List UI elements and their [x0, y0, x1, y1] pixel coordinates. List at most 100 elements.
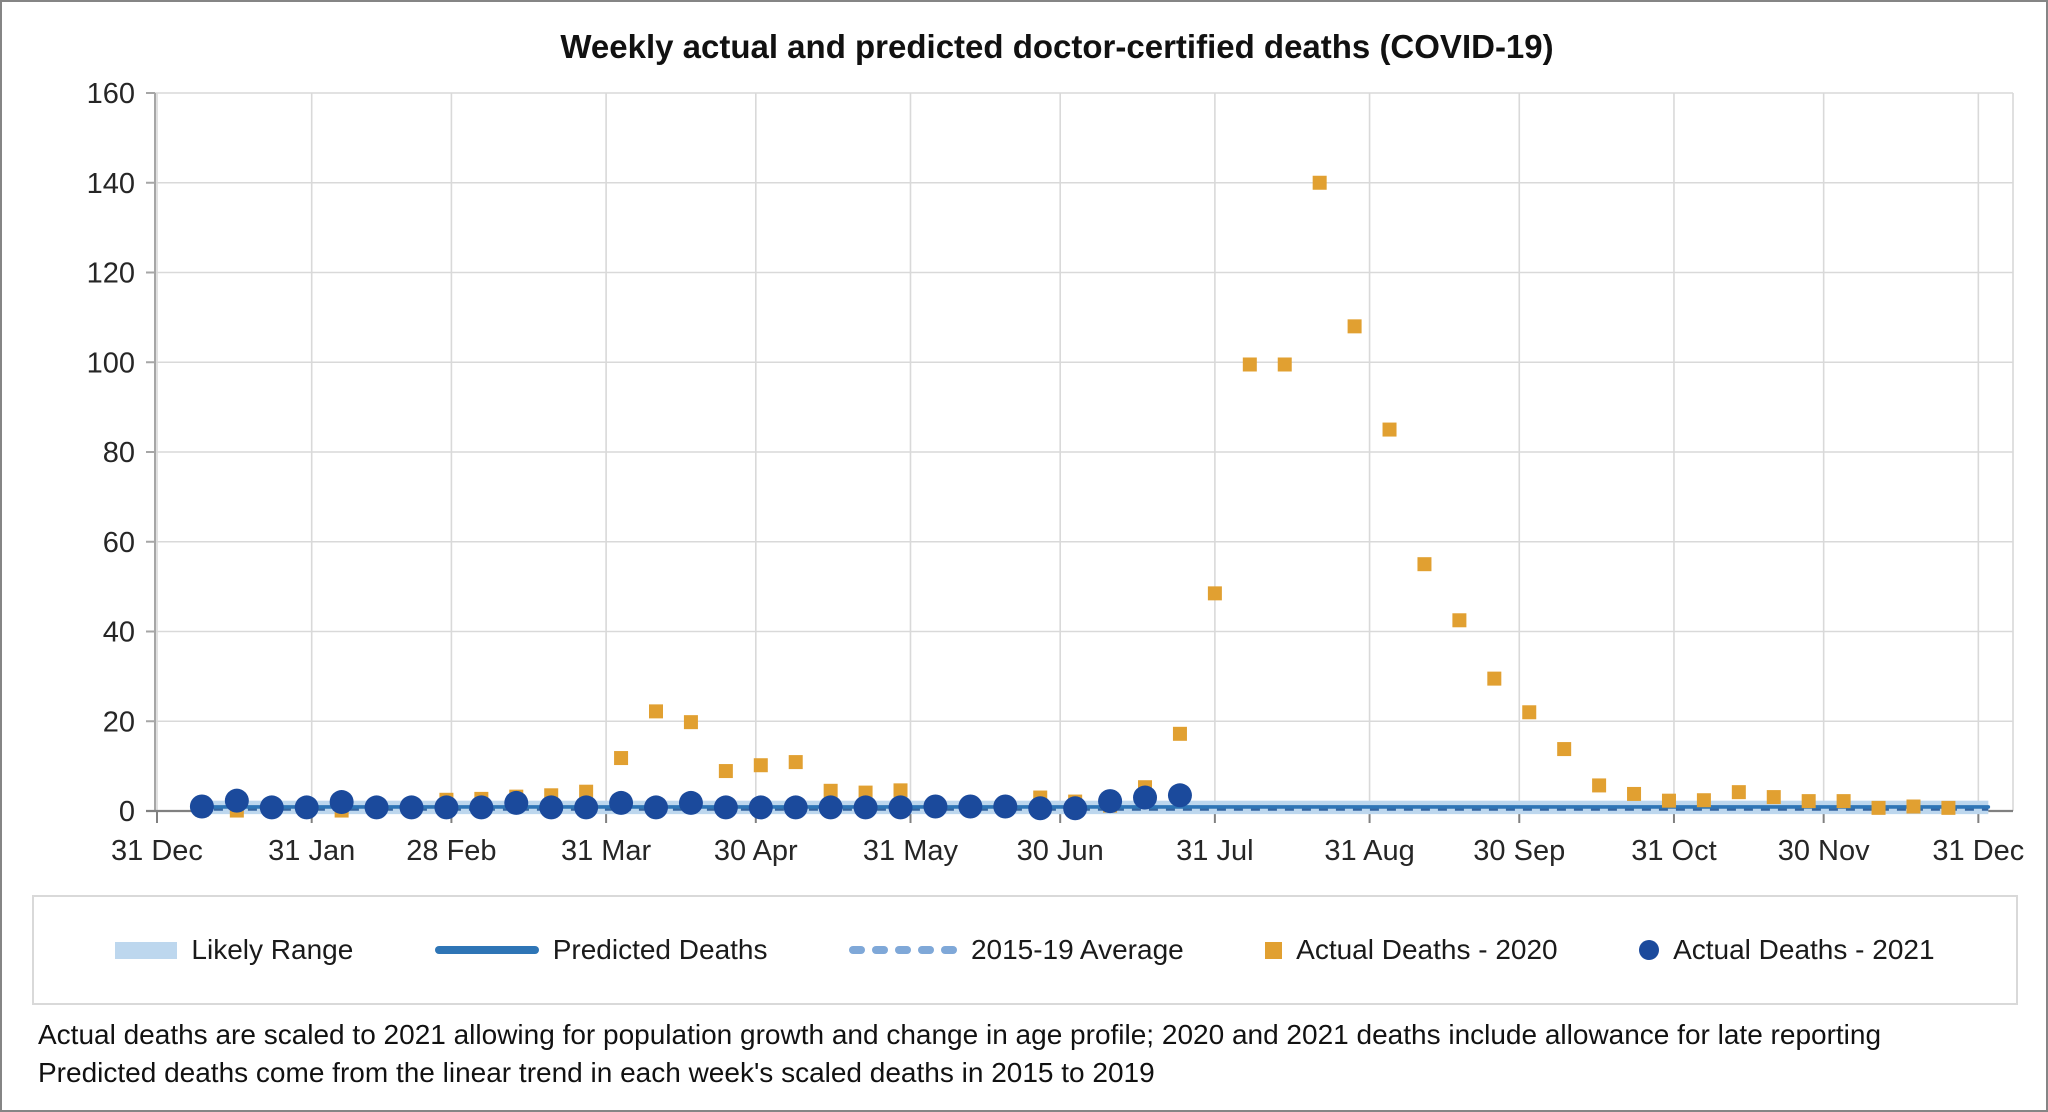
data-point-2020 — [1452, 613, 1467, 628]
x-tick-label: 30 Sep — [1473, 835, 1565, 867]
data-point-2020 — [1172, 726, 1187, 741]
data-point-2020 — [614, 751, 629, 766]
deaths-2021-circle-icon — [1639, 940, 1660, 960]
chart-legend: Likely Range Predicted Deaths 2015-19 Av… — [32, 895, 2018, 1005]
data-point-2020 — [1941, 800, 1956, 815]
legend-item-predicted-deaths: Predicted Deaths — [434, 934, 768, 966]
footnote-line-2: Predicted deaths come from the linear tr… — [38, 1056, 1155, 1088]
y-tick-label: 120 — [87, 258, 135, 290]
x-tick-label: 31 May — [863, 835, 959, 867]
data-point-2021 — [1063, 796, 1088, 821]
y-tick-label: 60 — [103, 527, 135, 559]
data-point-2021 — [504, 790, 529, 815]
data-point-2020 — [1836, 794, 1851, 809]
legend-item-actual-2021: Actual Deaths - 2021 — [1639, 934, 1935, 966]
data-point-2020 — [1417, 557, 1432, 572]
data-point-2020 — [718, 764, 733, 779]
data-point-2020 — [1522, 705, 1537, 720]
chart-plot-area: 0 20 40 60 80 100 120 140 160 31 Dec 31 Jan 28 Feb 3… — [2, 2, 2046, 882]
legend-label: Predicted Deaths — [552, 934, 768, 965]
data-point-2021 — [958, 794, 983, 819]
data-point-2021 — [434, 795, 459, 820]
data-point-2021 — [678, 790, 703, 815]
y-axis-labels: 0 20 40 60 80 100 120 140 160 — [87, 78, 135, 828]
x-tick-label: 31 Jan — [268, 835, 355, 867]
x-tick-label: 30 Nov — [1778, 835, 1870, 867]
chart-footnotes: Actual deaths are scaled to 2021 allowin… — [38, 1016, 2018, 1092]
x-tick-label: 31 Oct — [1631, 835, 1716, 867]
data-point-2021 — [1098, 789, 1123, 814]
actual-deaths-2021-points — [189, 783, 1192, 821]
data-point-2020 — [1277, 357, 1292, 372]
data-point-2020 — [1801, 794, 1816, 809]
data-point-2021 — [923, 794, 948, 819]
data-point-2020 — [1661, 793, 1676, 808]
data-point-2020 — [1731, 785, 1746, 800]
x-tick-label: 30 Apr — [714, 835, 798, 867]
y-tick-label: 140 — [87, 168, 135, 200]
predicted-line-icon — [434, 946, 539, 954]
data-point-2020 — [1766, 790, 1781, 805]
data-point-2021 — [713, 795, 738, 820]
average-dashed-line-icon — [848, 946, 957, 954]
x-tick-label: 31 Dec — [111, 835, 203, 867]
data-point-2020 — [1627, 786, 1642, 801]
x-tick-label: 31 Mar — [561, 835, 652, 867]
data-point-2020 — [1696, 793, 1711, 808]
data-point-2021 — [364, 795, 389, 820]
legend-item-actual-2020: Actual Deaths - 2020 — [1265, 934, 1558, 966]
legend-item-2015-19-average: 2015-19 Average — [848, 934, 1184, 966]
data-point-2021 — [399, 795, 424, 820]
data-point-2020 — [753, 758, 768, 773]
data-point-2020 — [1207, 586, 1222, 601]
data-point-2021 — [469, 795, 494, 820]
y-tick-label: 100 — [87, 347, 135, 379]
data-point-2021 — [783, 795, 808, 820]
legend-label: Likely Range — [191, 934, 354, 965]
data-point-2020 — [683, 715, 698, 730]
chart-title: Weekly actual and predicted doctor-certi… — [560, 28, 1554, 65]
likely-range-swatch-icon — [115, 941, 178, 959]
y-tick-label: 20 — [103, 706, 135, 738]
data-point-2020 — [1906, 799, 1921, 814]
y-tick-label: 40 — [103, 617, 135, 649]
data-point-2021 — [888, 795, 913, 820]
data-point-2020 — [1871, 800, 1886, 815]
data-point-2020 — [893, 783, 908, 798]
data-point-2021 — [1133, 785, 1158, 810]
data-point-2021 — [644, 795, 668, 820]
data-point-2020 — [649, 704, 663, 719]
data-point-2021 — [294, 795, 319, 820]
axes — [146, 92, 2013, 823]
data-point-2021 — [993, 794, 1018, 819]
y-tick-label: 80 — [103, 437, 135, 469]
legend-label: Actual Deaths - 2021 — [1673, 934, 1935, 965]
footnote-line-1: Actual deaths are scaled to 2021 allowin… — [38, 1019, 1882, 1050]
legend-label: 2015-19 Average — [970, 934, 1184, 965]
x-tick-label: 30 Jun — [1017, 835, 1104, 867]
data-point-2021 — [224, 788, 249, 813]
x-tick-label: 31 Jul — [1176, 835, 1253, 867]
data-point-2021 — [609, 790, 634, 815]
data-point-2021 — [574, 795, 599, 820]
gridlines — [155, 92, 2014, 811]
data-point-2020 — [1242, 357, 1257, 372]
data-point-2021 — [853, 795, 878, 820]
data-point-2020 — [1487, 671, 1502, 686]
x-axis-labels: 31 Dec 31 Jan 28 Feb 31 Mar 30 Apr 31 May 30 J… — [111, 835, 2024, 867]
data-point-2020 — [1557, 742, 1572, 757]
data-point-2021 — [818, 795, 843, 820]
y-tick-label: 160 — [87, 78, 135, 110]
data-point-2021 — [329, 790, 354, 815]
data-point-2020 — [1312, 175, 1327, 190]
data-point-2020 — [1347, 319, 1362, 334]
data-point-2020 — [823, 783, 838, 798]
data-point-2021 — [189, 794, 214, 819]
y-tick-label: 0 — [119, 796, 135, 828]
data-point-2020 — [579, 784, 594, 799]
data-point-2021 — [748, 795, 773, 820]
data-point-2021 — [539, 795, 564, 820]
data-point-2021 — [1028, 796, 1053, 821]
